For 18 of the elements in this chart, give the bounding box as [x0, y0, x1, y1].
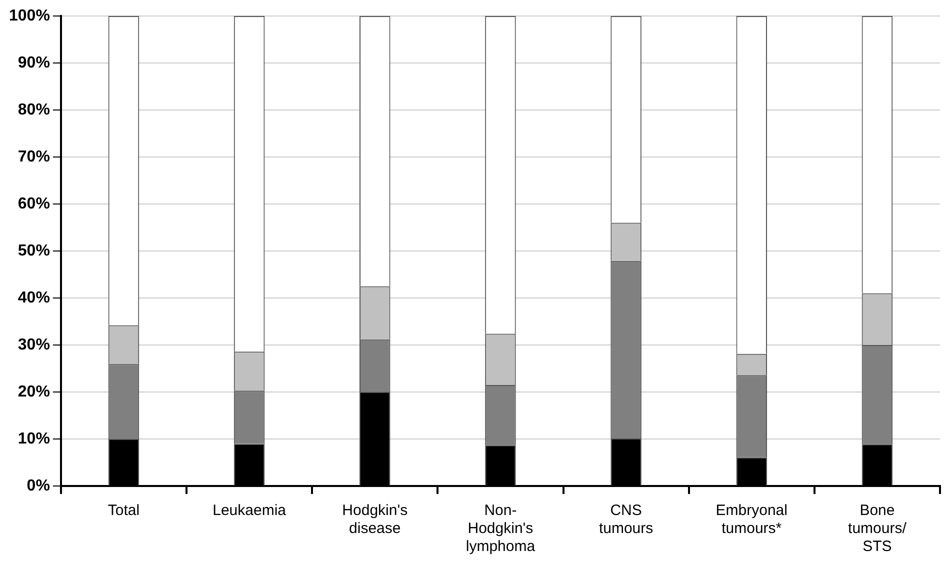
y-tick-label: 100%: [9, 7, 50, 24]
y-tick-label: 80%: [18, 101, 50, 118]
x-tick-label: Embryonal tumours*: [716, 502, 788, 538]
y-tick-label: 40%: [18, 289, 50, 306]
x-tick-label: Leukaemia: [212, 502, 287, 520]
y-tick-label: 70%: [18, 148, 50, 166]
y-tick-label: 0%: [26, 477, 50, 494]
x-tick-label: Non-Hodgkin's lymphoma: [466, 502, 536, 556]
y-tick-label: 60%: [18, 195, 50, 212]
x-tick-label: Hodgkin's disease: [342, 502, 408, 538]
x-tick-label: CNS tumours: [598, 502, 654, 538]
y-tick-label: 30%: [18, 336, 50, 354]
y-tick-label: 20%: [18, 383, 50, 400]
x-tick-label: Total: [108, 502, 140, 520]
x-tick-label: Bone tumours/STS: [848, 502, 908, 556]
y-tick-label: 10%: [18, 430, 50, 448]
y-tick-label: 90%: [18, 54, 50, 72]
y-tick-label: 50%: [18, 242, 50, 260]
